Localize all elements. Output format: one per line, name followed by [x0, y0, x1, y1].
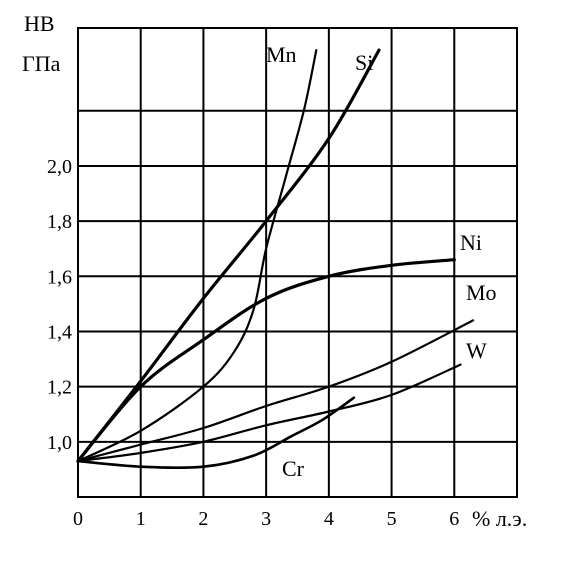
series-label-mn: Mn — [266, 42, 297, 67]
y-tick-label: 1,4 — [47, 321, 72, 343]
y-tick-label: 1,8 — [47, 211, 72, 233]
y-tick-label: 1,2 — [47, 377, 72, 399]
x-tick-label: 2 — [198, 508, 208, 530]
y-tick-label: 1,0 — [47, 432, 72, 454]
series-label-mo: Mo — [466, 280, 497, 305]
series-line-mn — [76, 49, 318, 463]
y-tick-labels: 1,0 1,2 1,4 1,6 1,8 2,0 — [47, 156, 72, 454]
y-tick-label: 1,6 — [47, 266, 72, 288]
plot-area — [77, 27, 518, 498]
x-tick-label: 3 — [261, 508, 271, 530]
x-tick-label: 5 — [387, 508, 397, 530]
series-line-w — [76, 363, 462, 463]
series-label-w: W — [466, 338, 487, 363]
grid — [78, 28, 517, 497]
x-tick-labels: 0 1 2 3 4 5 6 — [73, 508, 459, 530]
series-label-cr: Cr — [282, 456, 305, 481]
series-label-ni: Ni — [460, 230, 482, 255]
plot-border — [77, 27, 518, 498]
series-line-cr — [76, 396, 356, 470]
series-labels: Mn Si Ni Mo W Cr — [266, 42, 497, 481]
y-axis-label-line1: HB — [24, 11, 55, 36]
x-tick-label: 0 — [73, 508, 83, 530]
series-line-si — [76, 48, 381, 463]
series-line-ni — [76, 258, 456, 463]
x-axis-label: % л.э. — [472, 506, 527, 531]
x-tick-label: 1 — [136, 508, 146, 530]
y-axis-label-line2: ГПа — [22, 51, 61, 76]
series-line-mo — [76, 319, 475, 463]
series-lines — [76, 48, 475, 470]
x-tick-label: 4 — [324, 508, 334, 530]
y-tick-label: 2,0 — [47, 156, 72, 178]
series-label-si: Si — [355, 50, 373, 75]
x-tick-label: 6 — [449, 508, 459, 530]
